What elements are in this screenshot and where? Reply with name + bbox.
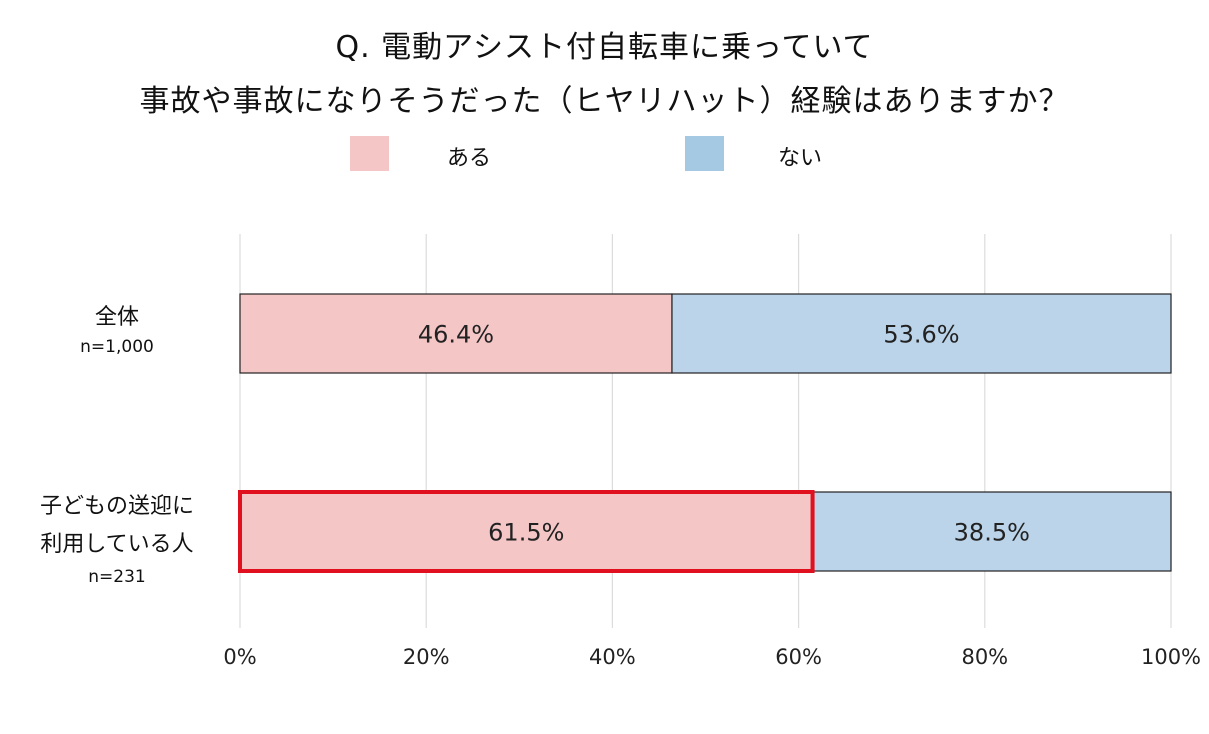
- data-label: 46.4%: [418, 321, 494, 349]
- bar-segment: [239, 491, 814, 572]
- category-label-school-run: 子どもの送迎に 利用している人 n=231: [2, 488, 232, 590]
- category-label-all: 全体 n=1,000: [2, 302, 232, 360]
- chart-title-line-1: Q. 電動アシスト付自転車に乗っていて: [335, 30, 874, 65]
- x-tick-label: 0%: [223, 645, 256, 669]
- x-tick-label: 20%: [403, 645, 450, 669]
- x-tick-label: 60%: [775, 645, 822, 669]
- category-name-line-2: 利用している人: [40, 532, 194, 557]
- category-sample-size: n=231: [88, 567, 146, 587]
- bar-segment: [671, 293, 1172, 374]
- category-name: 全体: [94, 305, 139, 330]
- x-tick-label: 40%: [589, 645, 636, 669]
- legend-label-aru: ある: [447, 146, 492, 171]
- x-tick-label: 80%: [961, 645, 1008, 669]
- category-sample-size: n=1,000: [80, 337, 154, 357]
- legend-swatch-aru: [350, 136, 389, 171]
- chart-title-line-2: 事故や事故になりそうだった（ヒヤリハット）経験はありますか？: [139, 84, 1070, 119]
- highlight-box: [238, 490, 815, 573]
- data-label: 53.6%: [883, 321, 959, 349]
- legend-label-nai: ない: [778, 146, 823, 171]
- data-label: 61.5%: [488, 519, 564, 547]
- bar-segment: [239, 293, 673, 374]
- x-tick-label: 100%: [1141, 645, 1201, 669]
- bar-segment: [811, 491, 1172, 572]
- data-label: 38.5%: [954, 519, 1030, 547]
- legend-swatch-nai: [685, 136, 724, 171]
- category-name-line-1: 子どもの送迎に: [39, 494, 194, 519]
